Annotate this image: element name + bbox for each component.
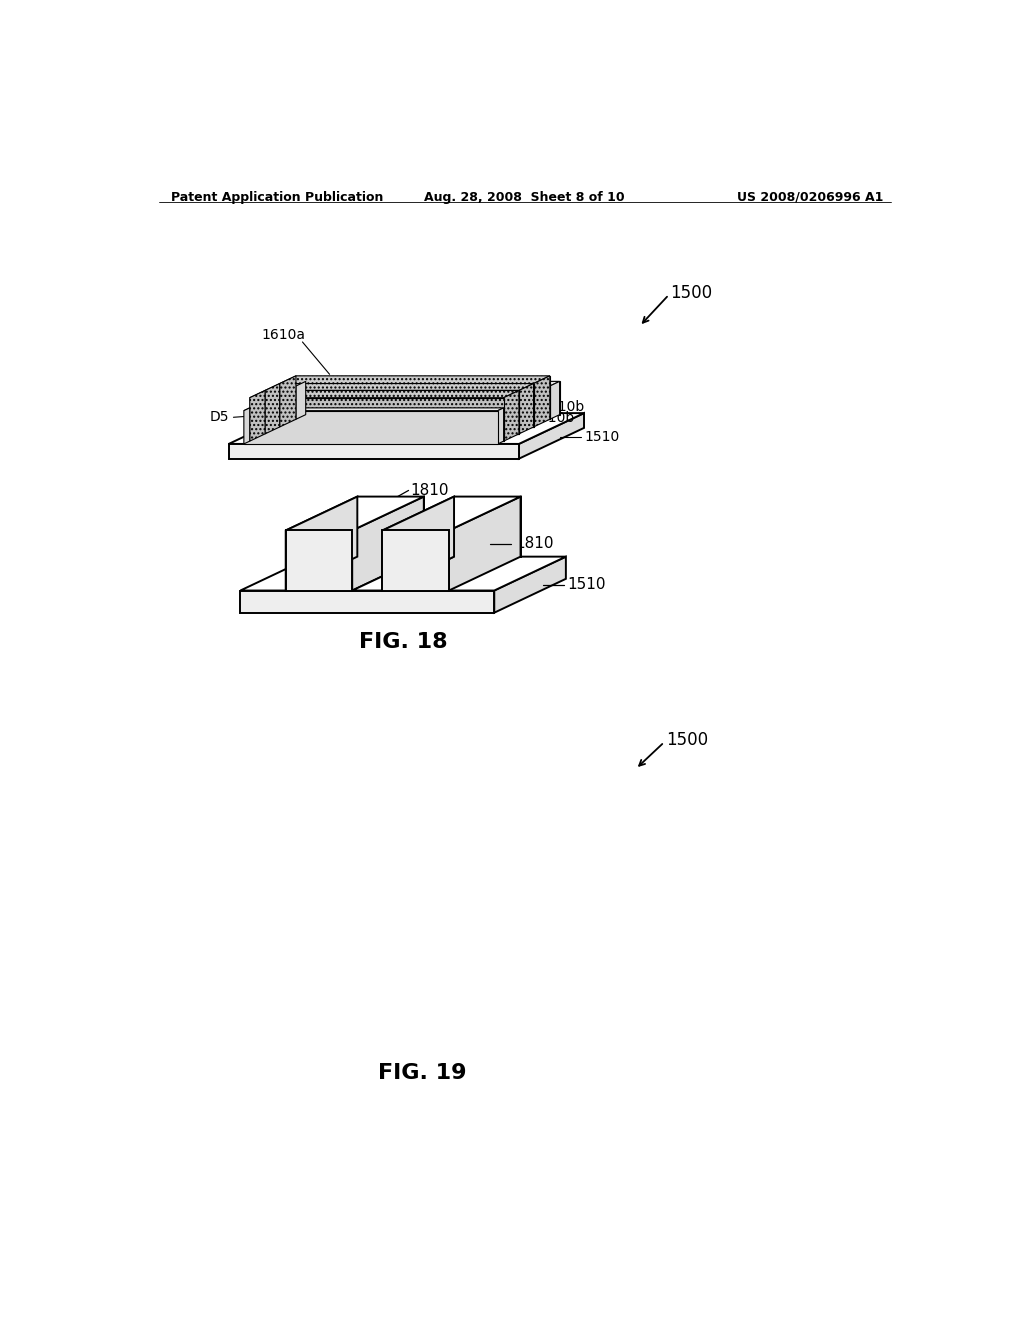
Polygon shape bbox=[498, 408, 504, 444]
Text: D5: D5 bbox=[210, 411, 229, 424]
Text: US 2008/0206996 A1: US 2008/0206996 A1 bbox=[737, 190, 884, 203]
Polygon shape bbox=[280, 384, 534, 426]
Polygon shape bbox=[382, 496, 520, 531]
Polygon shape bbox=[286, 531, 352, 590]
Polygon shape bbox=[495, 557, 566, 612]
Text: 1500: 1500 bbox=[667, 731, 709, 748]
Polygon shape bbox=[244, 411, 498, 444]
Polygon shape bbox=[352, 557, 454, 590]
Text: 1500: 1500 bbox=[671, 284, 713, 302]
Polygon shape bbox=[357, 496, 424, 557]
Polygon shape bbox=[241, 557, 566, 590]
Text: 1810b: 1810b bbox=[530, 412, 574, 425]
Polygon shape bbox=[382, 531, 449, 590]
Polygon shape bbox=[250, 397, 504, 441]
Text: 1810: 1810 bbox=[515, 536, 553, 550]
Polygon shape bbox=[250, 391, 519, 397]
Text: 1510: 1510 bbox=[567, 577, 606, 593]
Polygon shape bbox=[280, 384, 534, 426]
Text: 1610b: 1610b bbox=[541, 400, 585, 414]
Polygon shape bbox=[519, 413, 584, 459]
Text: 1810: 1810 bbox=[410, 483, 449, 498]
Polygon shape bbox=[265, 391, 519, 434]
Polygon shape bbox=[296, 385, 550, 420]
Polygon shape bbox=[244, 408, 250, 444]
Polygon shape bbox=[241, 590, 495, 612]
Polygon shape bbox=[280, 376, 296, 426]
Polygon shape bbox=[265, 384, 534, 391]
Text: D5: D5 bbox=[377, 446, 396, 461]
Text: 1510: 1510 bbox=[585, 429, 621, 444]
Polygon shape bbox=[449, 496, 520, 590]
Polygon shape bbox=[250, 408, 504, 441]
Polygon shape bbox=[534, 376, 550, 426]
Text: W5: W5 bbox=[398, 388, 419, 401]
Polygon shape bbox=[280, 376, 550, 384]
Polygon shape bbox=[504, 391, 519, 441]
Polygon shape bbox=[519, 384, 534, 434]
Polygon shape bbox=[286, 496, 424, 531]
Text: FIG. 18: FIG. 18 bbox=[358, 632, 447, 652]
Polygon shape bbox=[265, 391, 519, 434]
Polygon shape bbox=[382, 496, 454, 590]
Polygon shape bbox=[296, 376, 550, 420]
Text: Patent Application Publication: Patent Application Publication bbox=[171, 190, 383, 203]
Polygon shape bbox=[244, 408, 504, 411]
Polygon shape bbox=[228, 413, 584, 444]
Polygon shape bbox=[306, 381, 559, 414]
Polygon shape bbox=[454, 496, 520, 557]
Text: FIG. 19: FIG. 19 bbox=[378, 1063, 466, 1084]
Polygon shape bbox=[296, 381, 306, 420]
Polygon shape bbox=[352, 496, 424, 590]
Polygon shape bbox=[286, 496, 357, 590]
Polygon shape bbox=[296, 381, 559, 385]
Polygon shape bbox=[250, 391, 265, 441]
Polygon shape bbox=[550, 381, 559, 420]
Text: Aug. 28, 2008  Sheet 8 of 10: Aug. 28, 2008 Sheet 8 of 10 bbox=[425, 190, 625, 203]
Polygon shape bbox=[265, 384, 280, 434]
Text: 1810a: 1810a bbox=[341, 432, 385, 446]
Polygon shape bbox=[228, 444, 519, 459]
Text: 1610a: 1610a bbox=[261, 327, 305, 342]
